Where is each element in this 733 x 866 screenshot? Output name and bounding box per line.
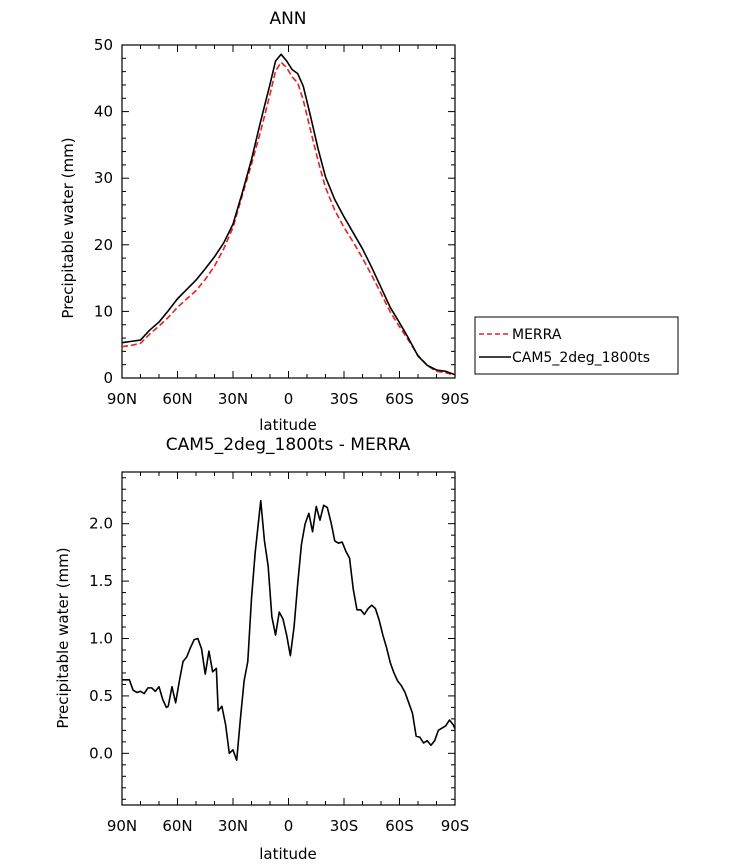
x-tick-label: 60N (162, 817, 192, 835)
series-line-difference (122, 499, 455, 762)
y-tick-label: 50 (94, 36, 113, 54)
bottom-panel: CAM5_2deg_1800ts - MERRA 90N 60N 30N 0 30S 60… (54, 435, 469, 863)
y-tick-label: 10 (94, 302, 113, 320)
x-tick-label: 90S (441, 390, 470, 408)
y-tick-label: 0 (103, 369, 113, 387)
x-tick-label: 90N (107, 390, 137, 408)
y-tick-label: 0.0 (89, 744, 113, 762)
x-tick-label: 30N (218, 817, 248, 835)
bottom-y-axis-label: Precipitable water (mm) (54, 547, 72, 728)
legend-box (474, 316, 679, 375)
top-plot-frame (121, 44, 456, 379)
x-tick-label: 90S (441, 817, 470, 835)
bottom-ticks: 90N 60N 30N 0 30S 60S 90S 0.0 0.5 1.0 1.5 2.0 (89, 472, 469, 835)
x-tick-label: 0 (284, 817, 294, 835)
top-x-axis-label: latitude (259, 416, 317, 434)
x-tick-label: 90N (107, 817, 137, 835)
series-line-cam5-2deg-1800ts (122, 53, 455, 376)
y-tick-label: 20 (94, 236, 113, 254)
top-y-axis-label: Precipitable water (mm) (59, 137, 77, 318)
x-tick-label: 60N (162, 390, 192, 408)
series-line-merra (122, 61, 455, 377)
bottom-series-lines (122, 499, 455, 762)
y-tick-label: 30 (94, 169, 113, 187)
y-tick-label: 0.5 (89, 687, 113, 705)
top-series-lines (122, 53, 455, 377)
bottom-plot-frame (121, 471, 456, 806)
legend: MERRA CAM5_2deg_1800ts (474, 316, 679, 375)
y-tick-label: 1.5 (89, 572, 113, 590)
top-ticks: 90N 60N 30N 0 30S 60S 90S 0 10 20 30 40 50 (94, 36, 469, 408)
top-panel: ANN 90N 60N 30N 0 30S 60S 90S 0 10 20 30 40 50 latit… (59, 9, 469, 434)
top-chart-title: ANN (269, 9, 306, 29)
x-tick-label: 60S (385, 390, 414, 408)
bottom-x-axis-label: latitude (259, 845, 317, 863)
legend-label-cam5: CAM5_2deg_1800ts (512, 350, 650, 366)
x-tick-label: 30N (218, 390, 248, 408)
bottom-chart-title: CAM5_2deg_1800ts - MERRA (166, 435, 411, 455)
y-tick-label: 2.0 (89, 515, 113, 533)
y-tick-label: 40 (94, 103, 113, 121)
x-tick-label: 0 (284, 390, 294, 408)
legend-label-merra: MERRA (512, 327, 562, 343)
x-tick-label: 30S (330, 390, 359, 408)
x-tick-label: 60S (385, 817, 414, 835)
y-tick-label: 1.0 (89, 630, 113, 648)
x-tick-label: 30S (330, 817, 359, 835)
